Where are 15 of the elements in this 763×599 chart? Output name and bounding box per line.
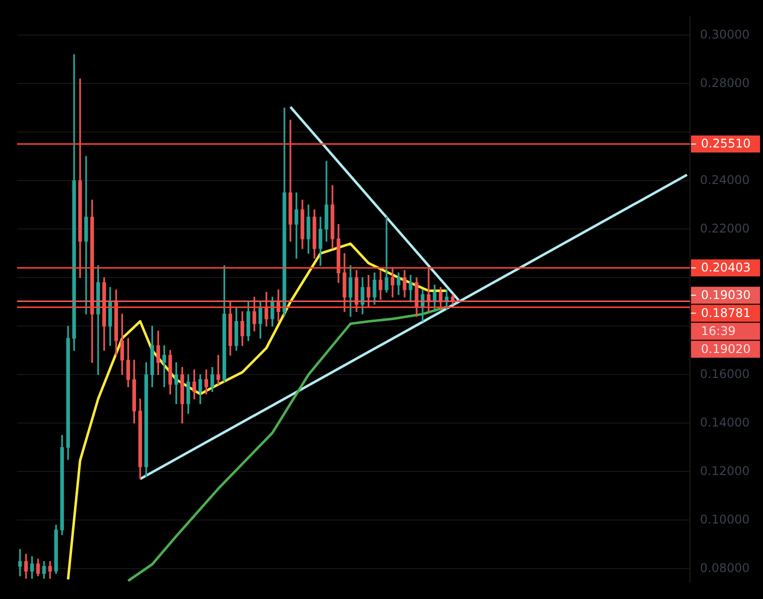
y-tick-label: 0.14000 — [700, 415, 750, 430]
y-tick-label: 0.22000 — [700, 221, 750, 236]
y-tick-label: 0.28000 — [700, 76, 750, 90]
y-tick-label: 0.24000 — [700, 172, 750, 187]
y-tick-label: 0.12000 — [700, 464, 750, 478]
ref-line-label: 0.18781 — [701, 306, 751, 320]
text: 0.19020 — [701, 342, 751, 356]
y-tick-label: 0.08000 — [700, 560, 750, 575]
ref-line-label: 0.25510 — [701, 136, 751, 151]
y-tick-label: 0.16000 — [700, 366, 750, 381]
ref-line-label: 0.20403 — [701, 260, 751, 275]
text: 16:39 — [701, 324, 736, 338]
y-tick-label: 0.30000 — [700, 27, 750, 42]
ref-line-label: 0.19030 — [701, 288, 751, 302]
y-tick-label: 0.10000 — [700, 512, 750, 526]
